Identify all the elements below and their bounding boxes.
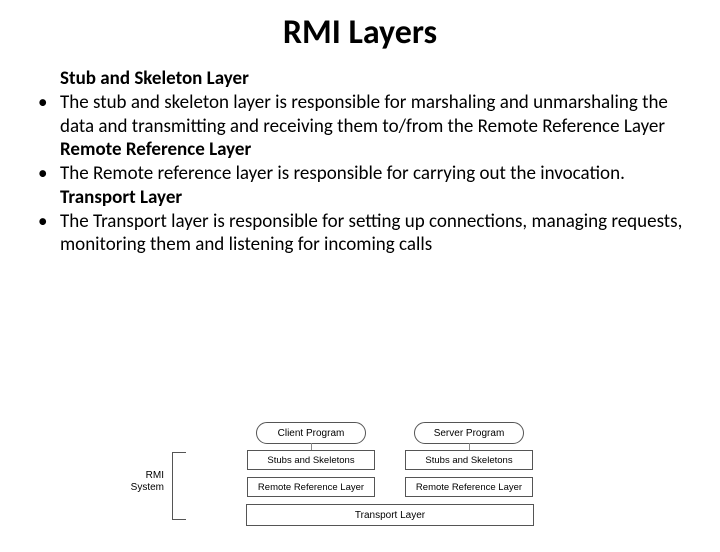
section-heading-0: Stub and Skeleton Layer bbox=[60, 67, 692, 91]
server-stub-box: Stubs and Skeletons bbox=[405, 450, 533, 470]
rmi-system-label: RMI System bbox=[110, 470, 164, 494]
section-heading-1: Remote Reference Layer bbox=[60, 138, 692, 162]
slide-content: Stub and Skeleton Layer • The stub and s… bbox=[0, 67, 720, 257]
bullet-row-0: • The stub and skeleton layer is respons… bbox=[28, 91, 692, 139]
server-program-node: Server Program bbox=[414, 422, 524, 444]
section-heading-2: Transport Layer bbox=[60, 186, 692, 210]
bullet-marker: • bbox=[28, 91, 60, 115]
server-column: Server Program Stubs and Skeletons Remot… bbox=[404, 422, 534, 497]
bullet-row-2: • The Transport layer is responsible for… bbox=[28, 210, 692, 258]
bullet-text-1: The Remote reference layer is responsibl… bbox=[60, 162, 692, 186]
page-title: RMI Layers bbox=[0, 12, 720, 53]
bullet-marker: • bbox=[28, 162, 60, 186]
bullet-text-0: The stub and skeleton layer is responsib… bbox=[60, 91, 692, 139]
client-stub-box: Stubs and Skeletons bbox=[247, 450, 375, 470]
transport-layer-box: Transport Layer bbox=[246, 504, 534, 526]
server-rrl-box: Remote Reference Layer bbox=[405, 477, 533, 497]
bracket-icon bbox=[172, 452, 186, 520]
client-column: Client Program Stubs and Skeletons Remot… bbox=[246, 422, 376, 497]
connector-line bbox=[469, 443, 470, 450]
rmi-layers-diagram: RMI System Client Program Stubs and Skel… bbox=[200, 422, 580, 526]
bullet-marker: • bbox=[28, 210, 60, 234]
connector-line bbox=[311, 443, 312, 450]
client-program-node: Client Program bbox=[256, 422, 366, 444]
bullet-text-2: The Transport layer is responsible for s… bbox=[60, 210, 692, 258]
bullet-row-1: • The Remote reference layer is responsi… bbox=[28, 162, 692, 186]
client-rrl-box: Remote Reference Layer bbox=[247, 477, 375, 497]
